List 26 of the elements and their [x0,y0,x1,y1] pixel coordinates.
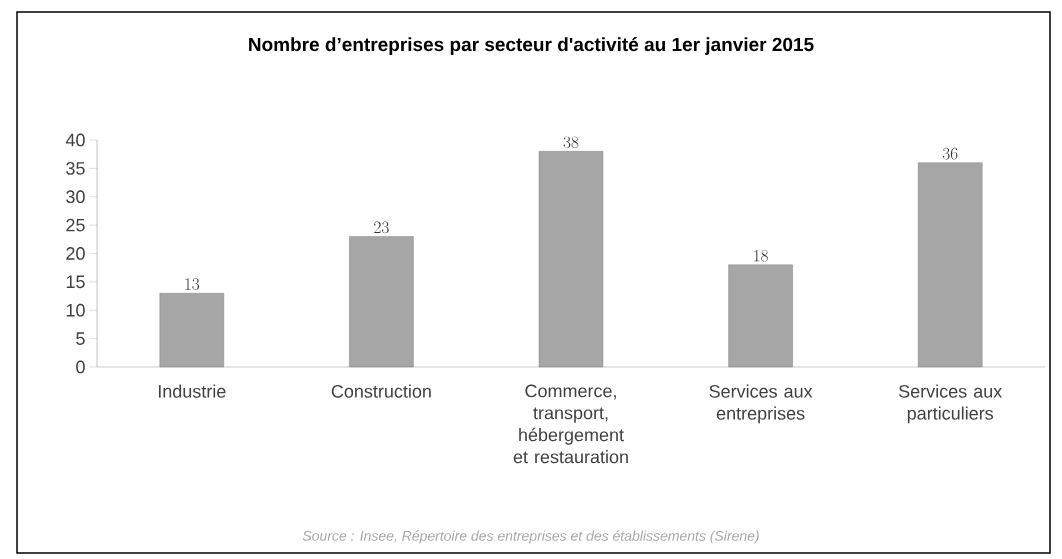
bar [728,264,793,368]
y-tick-label: 0 [76,360,85,374]
bar [918,162,983,368]
data-label: 13 [185,278,200,290]
bar [349,236,414,368]
data-label: 18 [754,249,768,262]
y-tick-label: 5 [76,332,85,345]
data-label: 36 [942,147,958,160]
x-tick-label: Construction [331,384,431,398]
x-tick-label: Industrie [158,384,226,398]
data-label: 23 [374,221,389,234]
data-label: 38 [563,136,579,149]
chart-title: Nombre d’entreprises par secteur d'activité au 1er janvier 2015 [249,37,814,55]
bar [159,293,225,368]
source-note: Source : Insee, Répertoire des entreprises et des établissements (Sirene) [302,530,759,544]
y-tick-label: 40 [65,133,85,147]
bar [538,151,604,368]
y-tick-label: 15 [66,275,85,289]
y-tick-label: 35 [66,161,85,175]
y-tick-label: 30 [66,190,85,204]
y-tick-label: 10 [66,303,85,317]
x-tick-label: Commerce, transport, hébergement et restauration [513,384,628,464]
y-tick-label: 25 [66,218,85,232]
x-tick-label: Services aux particuliers [899,384,1003,424]
y-tick-label: 20 [66,247,85,260]
x-tick-label: Services aux entreprises [709,384,813,424]
